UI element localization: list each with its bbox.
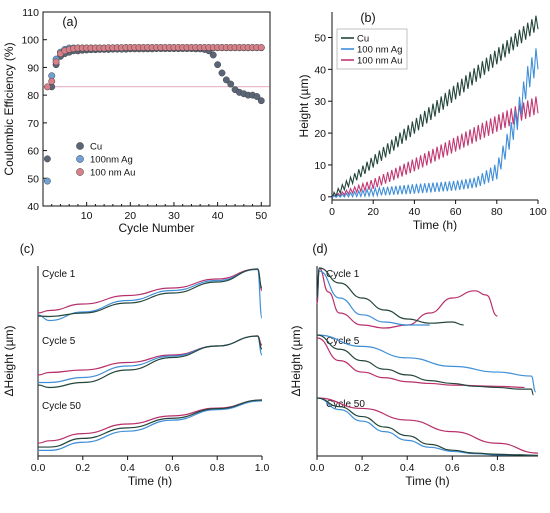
point-cu: [214, 61, 222, 69]
panel-label-d: (d): [312, 242, 327, 256]
point-100-nm-au: [48, 77, 56, 85]
legend-marker-a: [76, 168, 84, 176]
ytick-label-a: 50: [27, 173, 39, 185]
xtick-label-a: 30: [168, 210, 180, 222]
series-line-100-nm-ag: [331, 48, 539, 199]
point-cu: [222, 76, 230, 84]
xtick-label-d: 0.2: [355, 462, 370, 474]
cycle-label-d: Cycle 50: [326, 399, 365, 410]
ytick-label-b: 30: [314, 96, 326, 108]
ytick-label-a: 60: [27, 146, 39, 158]
point-cu: [257, 97, 265, 105]
point-100nm-ag: [43, 177, 51, 185]
legend-label-b: Cu: [357, 34, 369, 45]
cycle-label-d: Cycle 5: [326, 336, 360, 347]
legend-label-a: Cu: [90, 142, 102, 153]
legend-marker-a: [76, 142, 84, 150]
ylabel-a: Coulombic Efficiency (%): [2, 42, 16, 175]
xtick-label-b: 0: [329, 206, 335, 218]
ytick-label-a: 40: [27, 201, 39, 213]
point-100-nm-au: [43, 83, 51, 91]
ytick-label-a: 90: [27, 62, 39, 74]
xtick-label-a: 50: [255, 210, 267, 222]
ytick-label-a: 80: [27, 90, 39, 102]
trace-c-cu: [37, 268, 263, 318]
trace-d-cu: [316, 397, 539, 457]
legend-label-a: 100 nm Au: [90, 168, 135, 179]
point-100-nm-au: [257, 44, 265, 51]
xtick-label-a: 40: [212, 210, 224, 222]
xtick-label-c: 1.0: [255, 462, 270, 474]
legend-label-b: 100 nm Au: [357, 56, 402, 67]
ylabel-b: Height (µm): [297, 75, 311, 138]
trace-c-cu: [37, 335, 263, 389]
xtick-label-c: 0.4: [120, 462, 135, 474]
cycle-label-c: Cycle 50: [42, 401, 81, 412]
xtick-label-b: 60: [450, 206, 462, 218]
ytick-label-b: 40: [314, 64, 326, 76]
trace-d-100-nm-au: [316, 397, 539, 454]
xlabel-d: Time (h): [405, 474, 449, 488]
trace-d-cu: [316, 267, 464, 326]
ytick-label-b: 0: [320, 192, 326, 204]
axes-frame-a: [42, 11, 271, 207]
xtick-label-a: 20: [124, 210, 136, 222]
ytick-label-b: 20: [314, 128, 326, 140]
trace-d-cu: [316, 334, 534, 396]
cycle-label-d: Cycle 1: [326, 269, 360, 280]
xtick-label-b: 100: [529, 206, 547, 218]
legend-label-a: 100nm Ag: [90, 155, 133, 166]
point-cu: [209, 51, 217, 59]
xlabel-c: Time (h): [128, 474, 172, 488]
xtick-label-a: 10: [81, 210, 93, 222]
series-line-cu: [331, 15, 539, 200]
cycle-label-c: Cycle 5: [42, 336, 76, 347]
xtick-label-b: 80: [491, 206, 503, 218]
xtick-label-c: 0.8: [210, 462, 225, 474]
xtick-label-d: 0.8: [490, 462, 505, 474]
legend-label-b: 100 nm Ag: [357, 45, 402, 56]
xlabel-a: Cycle Number: [118, 221, 194, 235]
panel-label-a: (a): [62, 15, 77, 29]
xlabel-b: Time (h): [413, 218, 457, 232]
point-cu: [253, 93, 261, 100]
point-cu: [218, 69, 226, 77]
ytick-label-a: 100: [21, 35, 39, 47]
xtick-label-d: 0.0: [310, 462, 325, 474]
point-cu: [227, 80, 235, 88]
xtick-label-d: 0.4: [400, 462, 415, 474]
ytick-label-a: 110: [22, 7, 39, 19]
xtick-label-b: 40: [409, 206, 421, 218]
panel-label-b: (b): [360, 11, 375, 25]
series-line-100-nm-au: [331, 96, 539, 198]
xtick-label-c: 0.6: [165, 462, 180, 474]
panel-label-c: (c): [20, 242, 35, 256]
trace-c-cu: [38, 399, 263, 448]
trace-c-100-nm-ag: [38, 400, 263, 451]
ylabel-d: ΔHeight (µm): [289, 326, 303, 397]
point-cu: [43, 155, 51, 163]
xtick-label-c: 0.2: [75, 462, 90, 474]
xtick-label-c: 0.0: [31, 462, 46, 474]
cycle-label-c: Cycle 1: [42, 269, 76, 280]
xtick-label-b: 20: [367, 206, 379, 218]
trace-d-100-nm-ag: [316, 334, 537, 393]
ytick-label-a: 70: [27, 118, 39, 130]
xtick-label-d: 0.6: [445, 462, 460, 474]
trace-d-100-nm-au: [316, 267, 498, 329]
ytick-label-b: 10: [314, 160, 326, 172]
point-100-nm-au: [52, 58, 60, 66]
legend-marker-a: [76, 155, 84, 163]
ylabel-c: ΔHeight (µm): [2, 326, 16, 397]
ytick-label-b: 50: [314, 32, 326, 44]
